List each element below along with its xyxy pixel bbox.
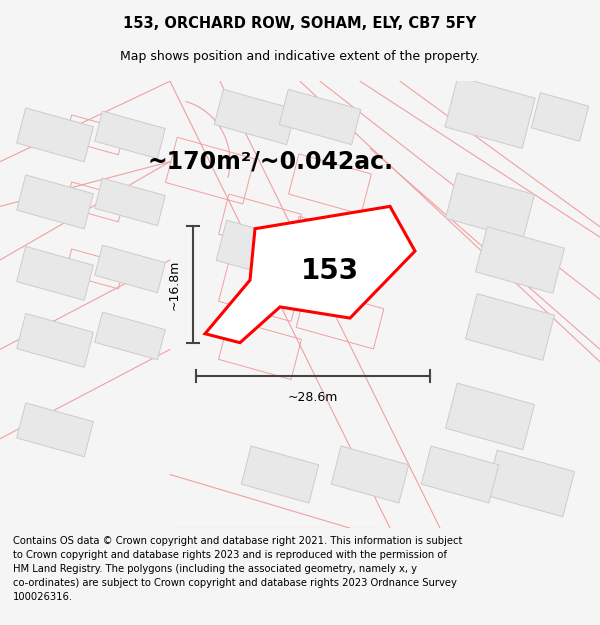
Polygon shape xyxy=(205,206,415,342)
Polygon shape xyxy=(95,111,165,159)
Polygon shape xyxy=(17,403,94,457)
Polygon shape xyxy=(279,89,361,144)
Polygon shape xyxy=(241,446,319,503)
Polygon shape xyxy=(445,77,535,148)
Polygon shape xyxy=(17,175,94,229)
Polygon shape xyxy=(17,314,94,368)
Polygon shape xyxy=(421,446,499,503)
Polygon shape xyxy=(485,450,574,517)
Polygon shape xyxy=(446,173,535,240)
Polygon shape xyxy=(532,92,589,141)
Text: 153, ORCHARD ROW, SOHAM, ELY, CB7 5FY: 153, ORCHARD ROW, SOHAM, ELY, CB7 5FY xyxy=(124,16,476,31)
Text: 153: 153 xyxy=(301,257,359,285)
Polygon shape xyxy=(446,383,535,450)
Polygon shape xyxy=(95,178,165,226)
Polygon shape xyxy=(331,446,409,503)
Polygon shape xyxy=(466,294,554,361)
Polygon shape xyxy=(216,220,304,282)
Text: ~16.8m: ~16.8m xyxy=(168,259,181,310)
Text: Map shows position and indicative extent of the property.: Map shows position and indicative extent… xyxy=(120,51,480,63)
Polygon shape xyxy=(95,245,165,292)
Polygon shape xyxy=(476,227,565,293)
Text: ~170m²/~0.042ac.: ~170m²/~0.042ac. xyxy=(147,150,393,174)
Polygon shape xyxy=(214,89,296,144)
Polygon shape xyxy=(95,312,165,360)
Text: ~28.6m: ~28.6m xyxy=(288,391,338,404)
Polygon shape xyxy=(17,246,94,301)
Text: Contains OS data © Crown copyright and database right 2021. This information is : Contains OS data © Crown copyright and d… xyxy=(13,536,463,602)
Polygon shape xyxy=(272,256,349,309)
Polygon shape xyxy=(17,108,94,162)
